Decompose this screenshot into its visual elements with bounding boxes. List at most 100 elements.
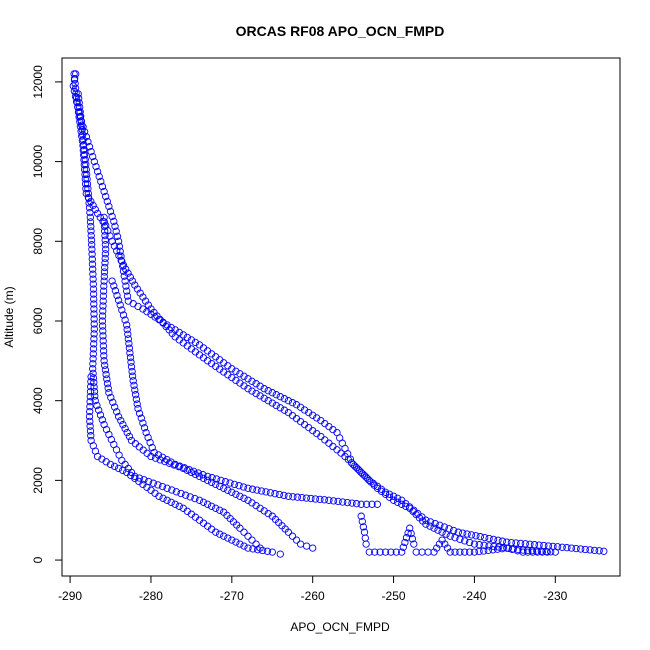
data-point (461, 548, 469, 556)
data-point (236, 492, 244, 500)
data-point (165, 459, 174, 467)
data-point (519, 546, 527, 554)
data-point (240, 372, 248, 380)
data-point (101, 361, 109, 370)
x-tick-label: -230 (543, 589, 567, 603)
data-point (175, 328, 183, 337)
data-point (485, 542, 493, 550)
data-point (124, 269, 132, 277)
data-point (288, 532, 297, 540)
data-point (123, 292, 132, 300)
data-point (126, 349, 134, 357)
data-point (117, 416, 125, 425)
data-point (99, 287, 108, 295)
data-point (207, 478, 216, 487)
data-point (97, 177, 105, 186)
data-point (195, 496, 204, 504)
data-point (542, 547, 550, 556)
data-point (99, 302, 107, 310)
data-point (529, 548, 537, 556)
data-point (77, 117, 85, 125)
data-point (371, 548, 379, 556)
data-point (79, 131, 87, 139)
data-point (110, 282, 118, 290)
data-point (359, 523, 368, 531)
x-tick-label: -250 (382, 589, 406, 603)
data-point (88, 241, 96, 249)
data-point (100, 222, 109, 231)
data-point (106, 460, 115, 469)
data-point (248, 536, 256, 544)
data-point (461, 537, 469, 545)
data-point (493, 545, 502, 553)
data-point (190, 467, 198, 475)
data-point (236, 540, 244, 548)
data-point (498, 545, 506, 553)
data-point (481, 533, 489, 542)
data-point (232, 367, 240, 375)
data-point (137, 414, 145, 422)
data-point (121, 316, 129, 324)
data-point (101, 231, 109, 240)
data-point (86, 403, 94, 411)
data-point (103, 375, 111, 383)
data-point (172, 488, 181, 496)
data-point (86, 388, 95, 396)
data-point (128, 372, 137, 380)
data-point (90, 383, 98, 391)
data-point (220, 532, 228, 540)
data-point (337, 449, 345, 457)
data-point (126, 273, 134, 281)
data-point (108, 212, 116, 221)
data-point (199, 498, 208, 506)
data-point (426, 518, 435, 526)
data-point (268, 548, 276, 556)
data-point (118, 306, 126, 314)
data-point (86, 427, 95, 435)
data-point (149, 479, 157, 487)
data-point (406, 524, 414, 532)
data-point (389, 492, 398, 500)
data-point (533, 548, 542, 556)
data-point (125, 344, 134, 352)
data-point (140, 476, 148, 484)
data-point (146, 438, 154, 447)
data-point (217, 476, 225, 485)
data-point (422, 520, 430, 528)
data-point (256, 504, 264, 512)
data-point (101, 227, 109, 235)
data-point (86, 422, 94, 430)
data-point (181, 491, 190, 499)
data-point (119, 311, 128, 319)
data-point (121, 277, 129, 285)
data-point (103, 379, 112, 388)
data-point (484, 546, 492, 555)
data-point (113, 247, 121, 255)
data-point (244, 385, 252, 393)
data-point (498, 537, 507, 545)
data-point (90, 157, 98, 166)
data-point (577, 545, 585, 553)
data-point (393, 498, 402, 506)
data-point (191, 338, 200, 347)
data-point (600, 547, 608, 555)
data-point (69, 82, 77, 90)
data-point (187, 336, 196, 344)
data-point (99, 297, 107, 305)
data-point (422, 516, 430, 524)
data-point (512, 539, 520, 547)
data-point (426, 522, 434, 530)
data-point (139, 419, 147, 427)
data-point (329, 442, 337, 451)
data-point (216, 506, 224, 514)
data-point (467, 531, 476, 539)
data-point (93, 167, 102, 176)
data-point (91, 392, 99, 400)
data-point (430, 524, 438, 532)
data-point (123, 287, 131, 295)
x-tick-label: -290 (58, 589, 82, 603)
data-point (334, 497, 342, 506)
data-point (586, 546, 594, 554)
data-point (78, 121, 86, 129)
data-point (434, 526, 442, 534)
